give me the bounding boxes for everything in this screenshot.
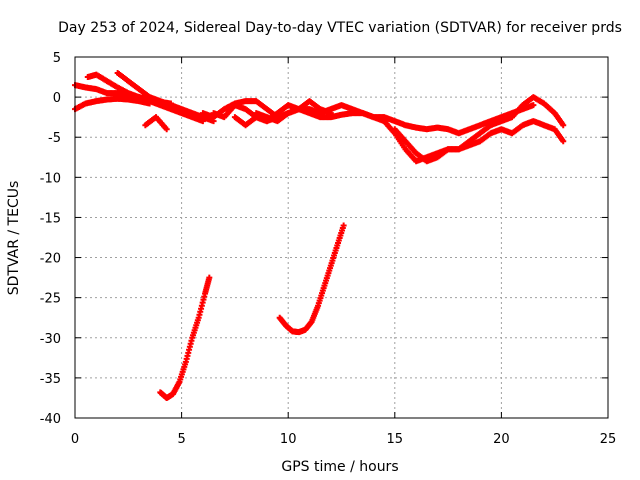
data-point [560, 122, 567, 129]
x-axis-label: GPS time / hours [281, 459, 398, 475]
data-point [206, 274, 213, 281]
series-arc-b [84, 71, 206, 125]
plot-frame [74, 56, 609, 419]
series-arc-l [157, 274, 213, 401]
chart-title: Day 253 of 2024, Sidereal Day-to-day VTE… [58, 20, 622, 36]
y-tick-label: -10 [40, 171, 61, 186]
series-arc-g [210, 102, 281, 125]
x-tick-label: 0 [71, 432, 79, 447]
grid-lines [75, 57, 608, 418]
y-tick-label: -35 [40, 372, 61, 387]
data-point [530, 102, 537, 109]
y-axis-ticks: 5 0 -5 -10 -15 -20 -25 -30 -35 -40 [40, 51, 608, 427]
y-tick-label: -5 [48, 131, 61, 146]
x-tick-label: 5 [177, 432, 185, 447]
data-point [163, 126, 170, 133]
y-tick-label: -20 [40, 252, 61, 267]
data-point [146, 100, 153, 107]
data-point [560, 138, 567, 145]
series-arc-c [114, 70, 217, 125]
y-tick-label: 5 [53, 51, 61, 66]
series-arc-e [142, 114, 170, 133]
y-tick-label: -15 [40, 211, 61, 226]
x-tick-label: 15 [387, 432, 404, 447]
y-tick-label: -40 [40, 412, 61, 427]
y-tick-label: -25 [40, 292, 61, 307]
x-tick-label: 25 [600, 432, 617, 447]
y-tick-label: -30 [40, 332, 61, 347]
x-axis-ticks: 0 5 10 15 20 25 [71, 57, 616, 447]
x-tick-label: 10 [280, 432, 297, 447]
series-arc-m [276, 222, 347, 336]
y-axis-label: SDTVAR / TECUs [6, 181, 22, 296]
data-point [340, 222, 347, 229]
series-arc-k [391, 118, 567, 165]
data-points [72, 70, 567, 401]
y-tick-label: 0 [53, 91, 61, 106]
x-tick-label: 20 [493, 432, 510, 447]
